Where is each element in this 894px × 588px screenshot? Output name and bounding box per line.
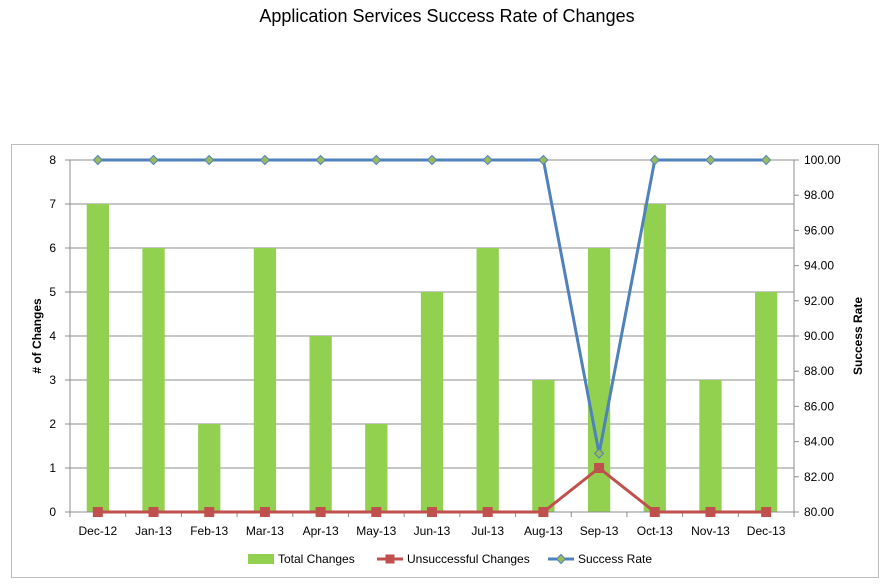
y-tick-label: 8 xyxy=(49,153,56,167)
y-right-tick-label: 96.00 xyxy=(804,223,834,237)
bar-total-changes xyxy=(253,248,277,512)
y-tick-label: 1 xyxy=(49,461,56,475)
x-tick-label: Nov-13 xyxy=(691,524,730,538)
y-right-tick-label: 92.00 xyxy=(804,294,834,308)
y-right-tick-label: 86.00 xyxy=(804,399,834,413)
y-right-tick-label: 98.00 xyxy=(804,188,834,202)
y-tick-label: 0 xyxy=(49,505,56,519)
legend-label-unsuccessful-changes: Unsuccessful Changes xyxy=(407,552,530,566)
y-tick-label: 4 xyxy=(49,329,56,343)
y-axis-right-title: Success Rate xyxy=(851,297,865,375)
bar-total-changes xyxy=(532,380,555,512)
x-tick-label: Mar-13 xyxy=(246,524,284,538)
x-tick-label: Oct-13 xyxy=(637,524,673,538)
marker-unsuccessful-changes xyxy=(761,507,772,517)
tick-labels: 0 1 2 3 4 5 6 7 8 80.00 82.00 84.00 86.00 88.00 90.00 9… xyxy=(49,153,841,538)
bar-series xyxy=(86,204,778,512)
y-axis-title: # of Changes xyxy=(30,298,44,374)
marker-success-rate xyxy=(482,154,493,166)
bar-total-changes xyxy=(476,248,499,512)
legend-label-success-rate: Success Rate xyxy=(578,552,652,566)
bar-total-changes xyxy=(142,248,165,512)
y-right-tick-label: 84.00 xyxy=(804,435,834,449)
marker-success-rate xyxy=(593,448,605,459)
marker-unsuccessful-changes xyxy=(148,507,159,517)
marker-unsuccessful-changes xyxy=(92,507,103,517)
legend-label-total-changes: Total Changes xyxy=(278,552,355,566)
marker-success-rate xyxy=(538,154,549,166)
marker-unsuccessful-changes xyxy=(259,507,270,517)
y-right-tick-label: 88.00 xyxy=(804,364,834,378)
y-tick-label: 3 xyxy=(49,373,56,387)
marker-success-rate xyxy=(259,154,271,166)
y-tick-label: 7 xyxy=(49,197,56,211)
marker-success-rate xyxy=(649,154,660,166)
bar-total-changes xyxy=(365,424,388,512)
bar-total-changes xyxy=(587,248,611,512)
bar-total-changes xyxy=(420,292,444,512)
x-tick-label: Jul-13 xyxy=(471,524,504,538)
marker-success-rate xyxy=(92,154,104,166)
marker-unsuccessful-changes xyxy=(315,507,326,517)
x-tick-label: Jun-13 xyxy=(414,524,451,538)
marker-unsuccessful-changes xyxy=(482,507,493,517)
x-tick-label: Aug-13 xyxy=(524,524,563,538)
marker-unsuccessful-changes xyxy=(204,507,215,517)
marker-unsuccessful-changes xyxy=(427,507,437,517)
x-tick-label: Jan-13 xyxy=(135,524,172,538)
marker-unsuccessful-changes xyxy=(371,507,382,517)
marker-unsuccessful-changes xyxy=(649,507,660,517)
marker-success-rate xyxy=(760,154,772,166)
bar-total-changes xyxy=(198,424,221,512)
marker-unsuccessful-changes xyxy=(705,507,716,517)
y-tick-label: 6 xyxy=(49,241,56,255)
chart-title: Application Services Success Rate of Cha… xyxy=(259,6,635,26)
marker-success-rate xyxy=(204,154,215,166)
line-series xyxy=(92,154,772,517)
chart-frame xyxy=(11,144,879,578)
bar-total-changes xyxy=(755,292,778,512)
x-tick-label: Dec-13 xyxy=(747,524,786,538)
marker-success-rate xyxy=(148,154,159,166)
marker-success-rate xyxy=(705,154,716,166)
legend-swatch-total-changes xyxy=(248,554,274,564)
marker-success-rate xyxy=(371,154,382,166)
y-right-tick-label: 80.00 xyxy=(804,505,834,519)
marker-unsuccessful-changes xyxy=(594,463,605,473)
marker-success-rate xyxy=(315,154,326,166)
x-tick-label: May-13 xyxy=(356,524,396,538)
legend-marker-unsuccessful-changes xyxy=(385,554,395,564)
bar-total-changes xyxy=(86,204,109,512)
bar-total-changes xyxy=(643,204,666,512)
x-tick-label: Sep-13 xyxy=(580,524,619,538)
x-tick-label: Dec-12 xyxy=(79,524,118,538)
y-right-tick-label: 100.00 xyxy=(804,153,841,167)
legend: Total Changes Unsuccessful Changes Success… xyxy=(248,552,652,566)
x-tick-label: Apr-13 xyxy=(303,524,339,538)
x-tick-label: Feb-13 xyxy=(190,524,228,538)
y-right-tick-label: 82.00 xyxy=(804,470,834,484)
legend-marker-success-rate xyxy=(555,553,567,565)
marker-unsuccessful-changes xyxy=(538,507,549,517)
marker-success-rate xyxy=(426,154,438,166)
y-right-tick-label: 90.00 xyxy=(804,329,834,343)
bar-total-changes xyxy=(309,336,332,512)
y-tick-label: 5 xyxy=(49,285,56,299)
y-tick-label: 2 xyxy=(49,417,56,431)
bar-total-changes xyxy=(699,380,722,512)
y-right-tick-label: 94.00 xyxy=(804,259,834,273)
